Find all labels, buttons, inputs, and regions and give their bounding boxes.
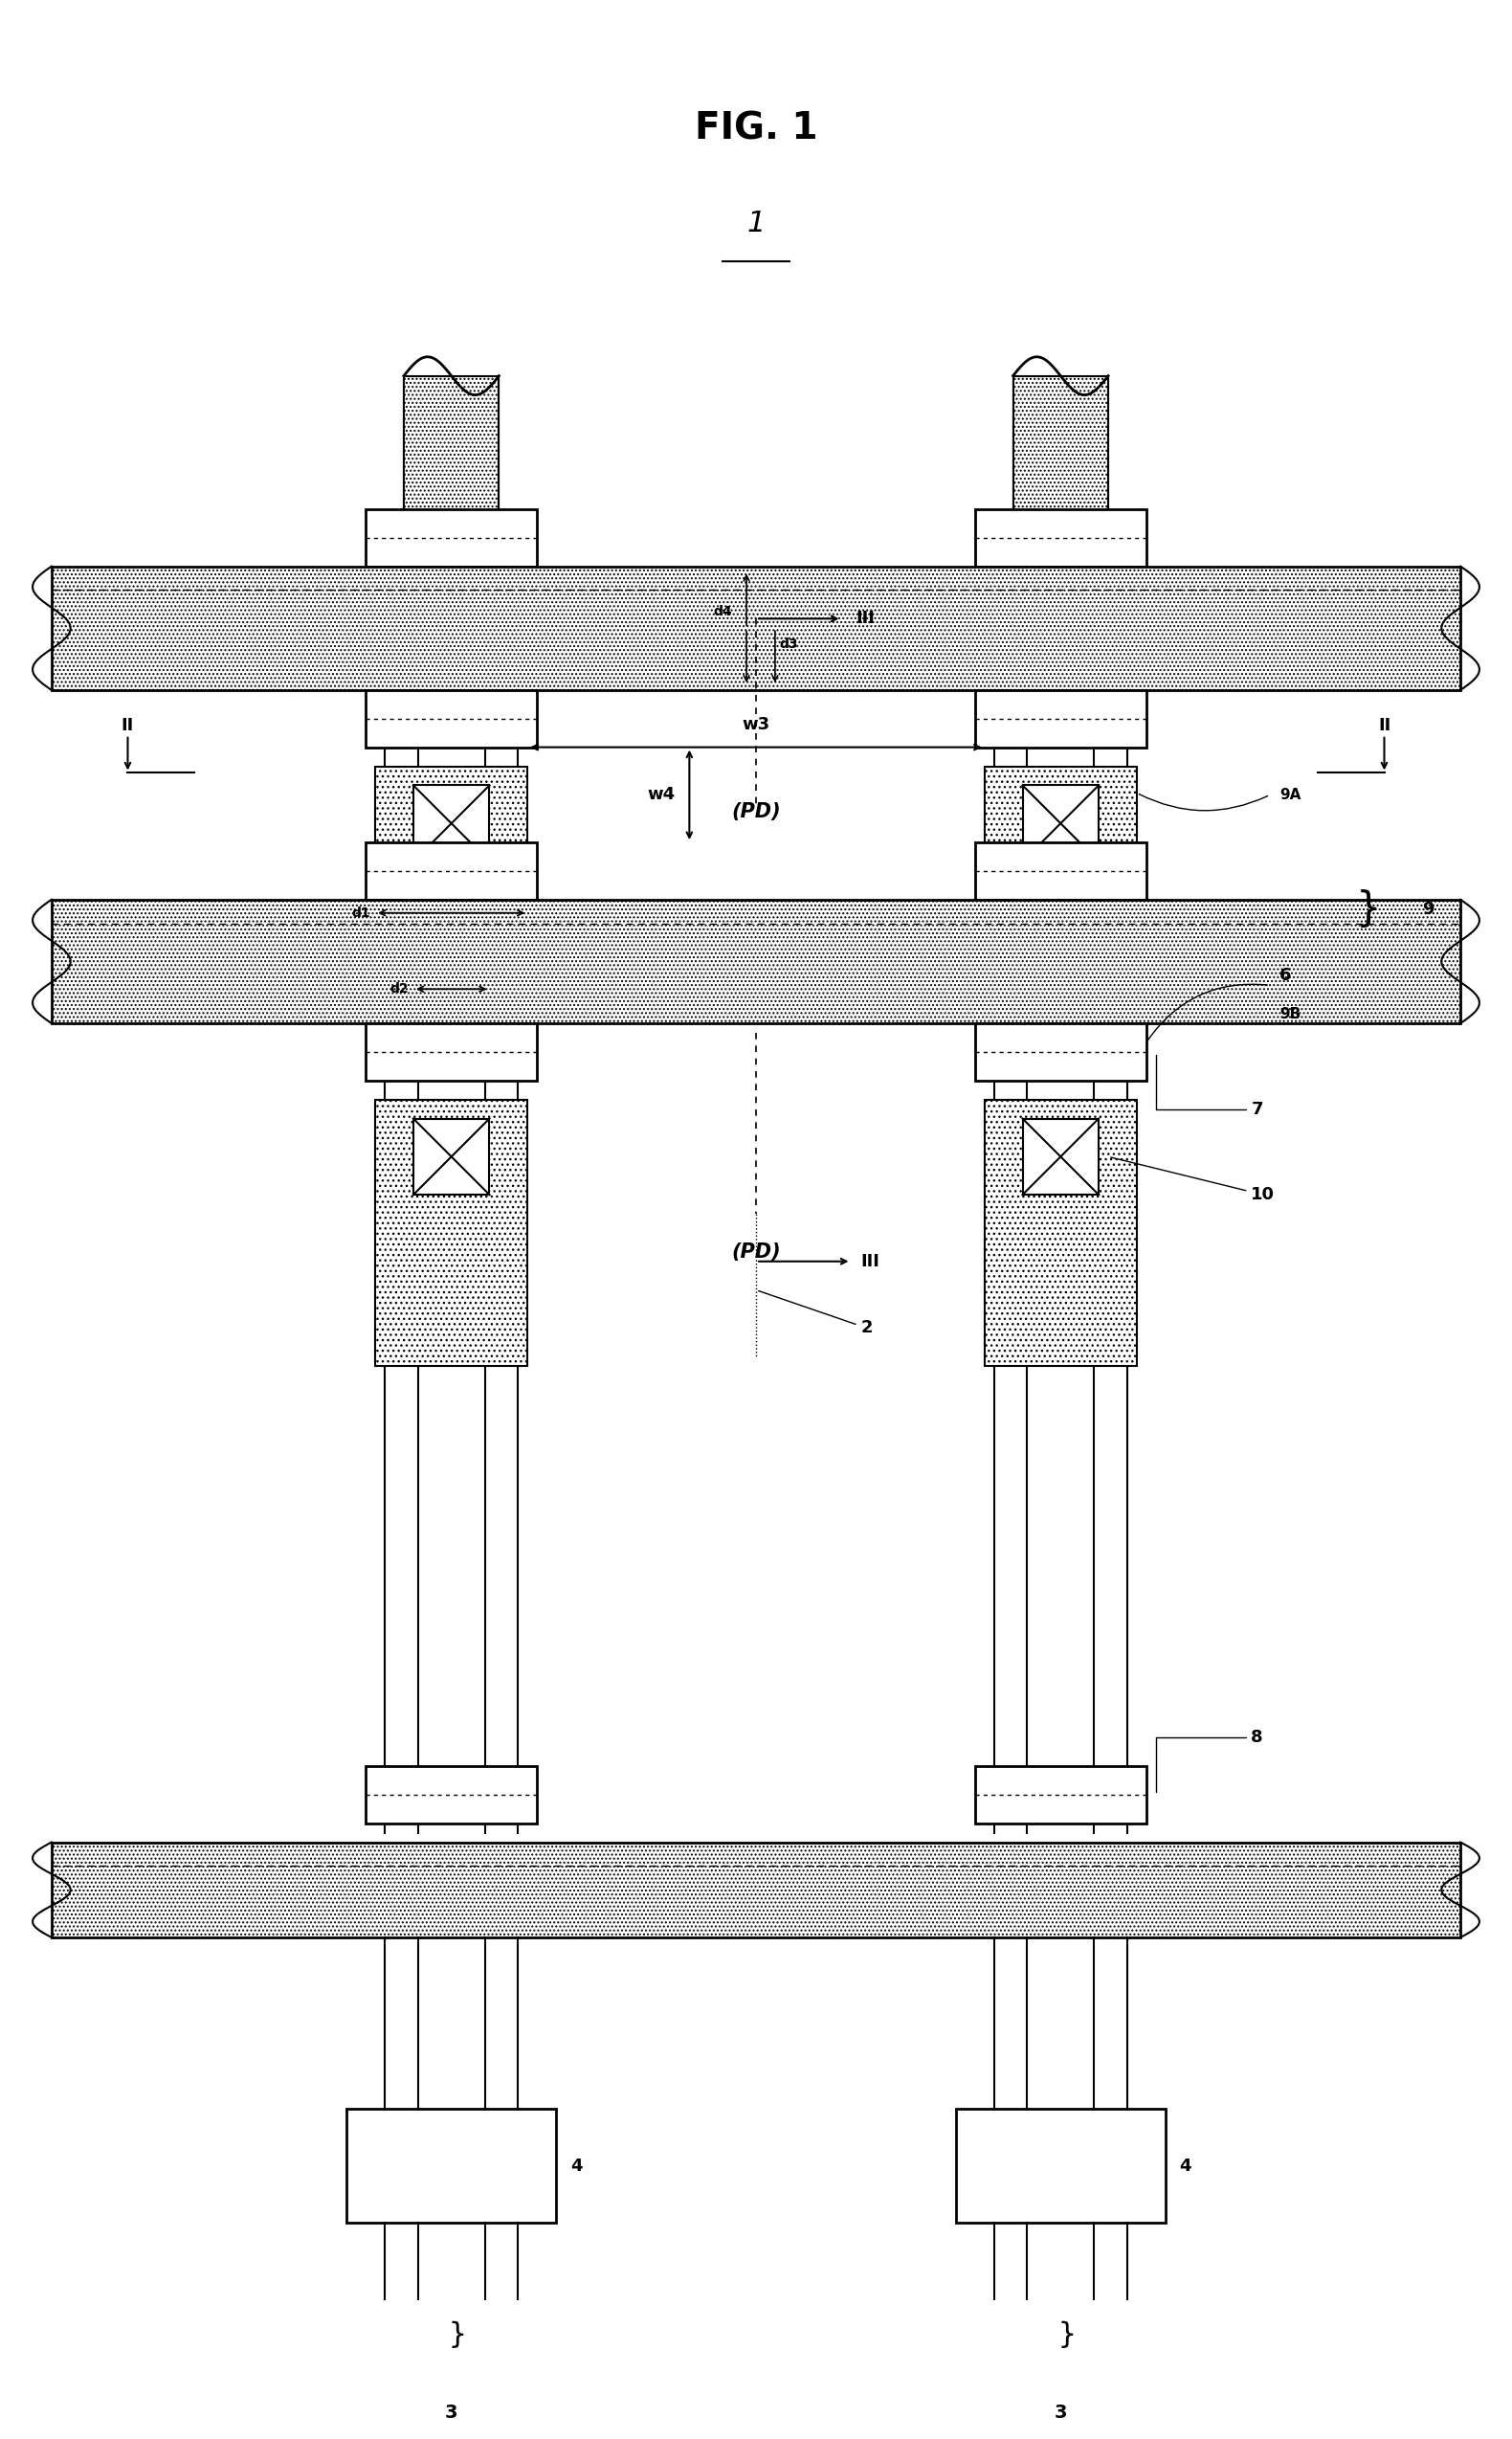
Text: II: II bbox=[121, 717, 135, 734]
Bar bbox=[1013, 376, 1108, 566]
Text: 10: 10 bbox=[1111, 1156, 1275, 1202]
Bar bbox=[975, 510, 1146, 566]
Text: III: III bbox=[860, 1254, 880, 1271]
Text: III: III bbox=[856, 610, 875, 627]
Text: 9B: 9B bbox=[1279, 1007, 1300, 1022]
Text: w3: w3 bbox=[742, 715, 770, 734]
Bar bbox=[51, 566, 1461, 690]
Text: 4: 4 bbox=[570, 2159, 582, 2176]
Text: 3: 3 bbox=[1054, 2405, 1067, 2422]
Bar bbox=[413, 785, 490, 861]
Bar bbox=[404, 376, 499, 566]
Text: w4: w4 bbox=[647, 785, 674, 802]
Text: 2: 2 bbox=[759, 1290, 872, 1337]
Bar bbox=[51, 1841, 1461, 1937]
Text: {: { bbox=[1051, 2319, 1070, 2346]
Bar bbox=[975, 841, 1146, 900]
Text: II: II bbox=[1377, 717, 1391, 734]
Bar bbox=[984, 1100, 1137, 1366]
Text: (PD): (PD) bbox=[732, 802, 780, 822]
Text: 8: 8 bbox=[1155, 1729, 1263, 1793]
Bar bbox=[366, 510, 537, 566]
Bar bbox=[375, 1100, 528, 1366]
Bar bbox=[366, 841, 537, 900]
Bar bbox=[413, 1120, 490, 1195]
Text: d2: d2 bbox=[390, 983, 408, 995]
Bar bbox=[366, 690, 537, 746]
Text: (PD): (PD) bbox=[732, 1241, 780, 1261]
Text: 1: 1 bbox=[747, 210, 765, 237]
Bar bbox=[51, 900, 1461, 1024]
Text: 4: 4 bbox=[1179, 2159, 1191, 2176]
Bar bbox=[975, 690, 1146, 746]
Text: 9: 9 bbox=[1423, 900, 1435, 917]
Text: FIG. 1: FIG. 1 bbox=[694, 110, 818, 146]
Bar bbox=[346, 2110, 556, 2222]
Text: }: } bbox=[1356, 888, 1380, 929]
Bar bbox=[956, 2110, 1166, 2222]
Text: {: { bbox=[442, 2319, 461, 2346]
Bar bbox=[975, 1024, 1146, 1080]
Text: d4: d4 bbox=[714, 605, 732, 620]
Text: 6: 6 bbox=[1279, 968, 1291, 985]
Bar bbox=[366, 1024, 537, 1080]
Text: 7: 7 bbox=[1155, 1054, 1263, 1117]
Bar bbox=[984, 766, 1137, 1032]
Bar bbox=[1022, 1120, 1099, 1195]
Text: 9A: 9A bbox=[1279, 788, 1300, 802]
Text: 3: 3 bbox=[445, 2405, 458, 2422]
Text: d3: d3 bbox=[780, 637, 798, 651]
Bar bbox=[375, 766, 528, 1032]
Bar bbox=[975, 1766, 1146, 1824]
Text: d1: d1 bbox=[352, 907, 370, 920]
Bar bbox=[366, 1766, 537, 1824]
Bar bbox=[1022, 785, 1099, 861]
